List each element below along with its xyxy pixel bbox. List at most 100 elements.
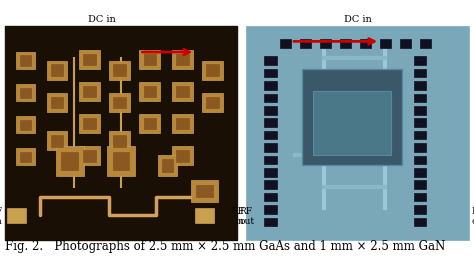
Bar [176,150,189,162]
Bar [172,50,193,69]
Bar [413,118,426,127]
Bar [413,56,426,65]
Bar [51,135,63,147]
Bar [139,82,160,101]
Bar [139,114,160,133]
Bar [162,159,173,172]
Bar [264,69,276,77]
Bar [264,56,276,65]
Text: Fig. 2.   Photographs of 2.5 mm × 2.5 mm GaAs and 1 mm × 2.5 mm GaN: Fig. 2. Photographs of 2.5 mm × 2.5 mm G… [5,241,445,253]
Bar [16,116,35,133]
Bar [109,93,130,112]
Bar [413,155,426,164]
Bar [196,185,213,197]
Bar [413,106,426,115]
Bar [413,193,426,201]
Bar [413,168,426,177]
Bar [264,168,276,177]
Bar [264,118,276,127]
Bar [413,143,426,152]
Bar [109,131,130,150]
Bar [46,131,67,150]
Bar [5,26,237,240]
Bar [7,208,26,223]
Bar [246,26,469,240]
Bar [413,69,426,77]
Text: RF
out: RF out [472,207,474,227]
Text: RF
in: RF in [231,207,244,227]
Bar [83,86,96,97]
Text: RF
in: RF in [0,207,2,227]
Text: DC in: DC in [89,15,116,24]
Bar [202,93,223,112]
Bar [264,218,276,226]
Bar [413,180,426,189]
Bar [264,143,276,152]
Bar [20,120,31,130]
Bar [20,88,31,98]
Bar [264,155,276,164]
Bar [51,97,63,108]
Bar [5,26,237,240]
Bar [400,39,411,48]
Bar [195,208,214,223]
Bar [176,118,189,129]
Bar [413,205,426,214]
Bar [302,69,402,165]
Bar [20,55,31,66]
Bar [176,86,189,97]
Bar [206,64,219,76]
Bar [300,39,311,48]
Bar [413,93,426,102]
Bar [264,193,276,201]
Bar [320,39,331,48]
Bar [109,61,130,80]
Bar [56,146,84,176]
Bar [172,146,193,165]
Bar [139,50,160,69]
Bar [264,180,276,189]
Bar [413,81,426,90]
Bar [413,131,426,139]
Bar [107,146,135,176]
Bar [280,39,291,48]
Bar [46,61,67,80]
Bar [113,64,126,76]
Bar [112,152,129,170]
Bar [191,180,219,202]
Bar [172,114,193,133]
Bar [16,148,35,165]
Bar [264,205,276,214]
Bar [113,97,126,108]
Bar [158,155,177,176]
Bar [51,64,63,76]
Bar [20,152,31,162]
Text: RF
out: RF out [239,207,255,227]
Bar [206,97,219,108]
Bar [83,150,96,162]
Bar [264,81,276,90]
Bar [62,152,78,170]
Bar [16,52,35,69]
Bar [264,106,276,115]
Bar [144,118,156,129]
Bar [420,39,431,48]
Bar [79,82,100,101]
Bar [313,91,392,155]
Bar [202,61,223,80]
Bar [176,54,189,65]
Bar [360,39,371,48]
Bar [79,114,100,133]
Bar [413,218,426,226]
Bar [264,93,276,102]
Bar [16,84,35,101]
Text: DC in: DC in [344,15,372,24]
Bar [83,54,96,65]
Bar [380,39,392,48]
Bar [144,86,156,97]
Bar [83,118,96,129]
Bar [172,82,193,101]
Bar [340,39,351,48]
Bar [113,135,126,147]
Bar [79,50,100,69]
